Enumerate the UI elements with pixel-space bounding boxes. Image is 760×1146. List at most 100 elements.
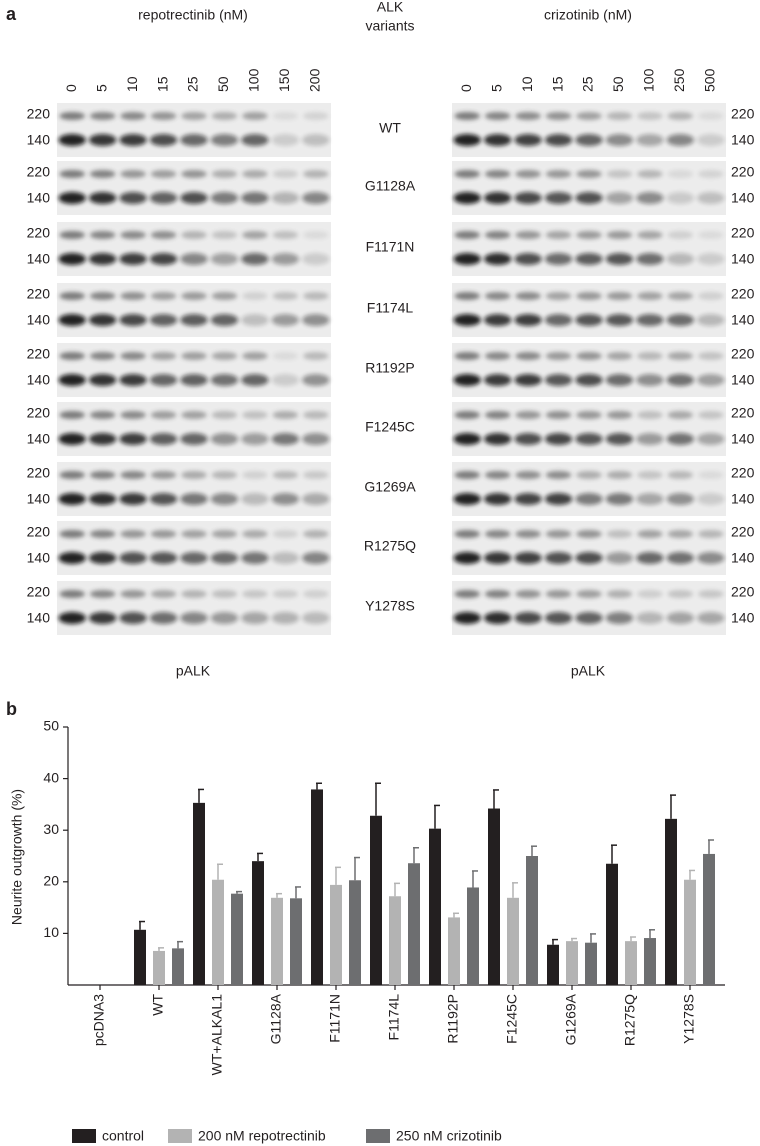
blot: [452, 222, 726, 276]
band: [666, 374, 695, 386]
band: [120, 590, 146, 598]
band: [242, 292, 268, 300]
band: [514, 552, 542, 564]
blot: [452, 283, 726, 337]
bar: [134, 929, 146, 985]
error-bar: [590, 933, 596, 943]
band: [210, 552, 239, 564]
band: [150, 292, 177, 300]
band: [606, 530, 633, 538]
band: [120, 112, 146, 120]
band: [241, 374, 269, 386]
band: [88, 192, 117, 204]
band: [667, 530, 694, 538]
band: [484, 292, 511, 300]
bar: [703, 853, 715, 985]
error-bar: [453, 912, 459, 918]
band: [89, 170, 116, 178]
band: [272, 590, 299, 598]
band: [120, 530, 146, 538]
bar: [547, 944, 559, 985]
band: [210, 134, 239, 146]
band: [697, 530, 724, 538]
error-bar: [531, 845, 537, 856]
error-bar: [689, 869, 695, 880]
band: [120, 231, 146, 239]
mw-label: 140: [731, 610, 755, 626]
band: [242, 530, 268, 538]
band: [59, 530, 86, 538]
band: [697, 612, 725, 624]
band: [302, 590, 329, 598]
dose-label: 25: [185, 76, 201, 92]
band: [59, 471, 86, 479]
band: [180, 612, 208, 624]
blot-background: [452, 402, 726, 456]
band: [637, 112, 663, 120]
band: [515, 471, 541, 479]
variant-label: F1245C: [365, 419, 415, 435]
blot: [452, 161, 726, 215]
blot-background: [452, 462, 726, 516]
mw-label: 220: [731, 106, 755, 122]
band: [636, 612, 664, 624]
band: [181, 471, 207, 479]
band: [454, 292, 481, 300]
bar: [370, 815, 382, 985]
band: [606, 411, 633, 419]
band: [150, 471, 177, 479]
error-bar: [649, 929, 655, 939]
band: [606, 292, 633, 300]
band: [605, 612, 634, 624]
band: [697, 253, 725, 265]
mw-label: 140: [731, 312, 755, 328]
band: [605, 253, 634, 265]
band: [637, 530, 663, 538]
variant-label: R1275Q: [364, 538, 416, 554]
band: [302, 231, 329, 239]
blot-background: [57, 343, 331, 397]
right-title: crizotinib (nM): [544, 7, 632, 23]
band: [697, 433, 725, 445]
blot-background: [57, 462, 331, 516]
band: [606, 231, 633, 239]
band: [667, 112, 694, 120]
band: [484, 471, 511, 479]
error-bar: [177, 940, 183, 949]
band: [514, 433, 542, 445]
panel-label: a: [6, 4, 17, 24]
band: [271, 493, 300, 505]
bar: [290, 898, 302, 985]
band: [150, 352, 177, 360]
band: [514, 192, 542, 204]
band: [271, 612, 300, 624]
blot-background: [57, 402, 331, 456]
blot: [57, 462, 331, 516]
band: [515, 112, 541, 120]
bar: [231, 893, 243, 985]
band: [544, 612, 573, 624]
band: [180, 192, 208, 204]
band: [545, 231, 572, 239]
error-bar: [413, 846, 419, 864]
band: [119, 612, 147, 624]
mw-label: 140: [731, 550, 755, 566]
band: [454, 112, 481, 120]
band: [89, 471, 116, 479]
band: [149, 374, 178, 386]
mw-label: 140: [27, 610, 51, 626]
band: [697, 314, 725, 326]
band: [149, 552, 178, 564]
band: [606, 471, 633, 479]
error-bar: [611, 844, 617, 864]
band: [88, 314, 117, 326]
error-bar: [571, 937, 577, 942]
mw-label: 220: [731, 225, 755, 241]
band: [58, 314, 86, 326]
blot: [57, 161, 331, 215]
x-tick-label: Y1278S: [681, 994, 697, 1044]
blot: [57, 103, 331, 157]
bar: [193, 802, 205, 985]
band: [210, 433, 239, 445]
band: [302, 493, 330, 505]
